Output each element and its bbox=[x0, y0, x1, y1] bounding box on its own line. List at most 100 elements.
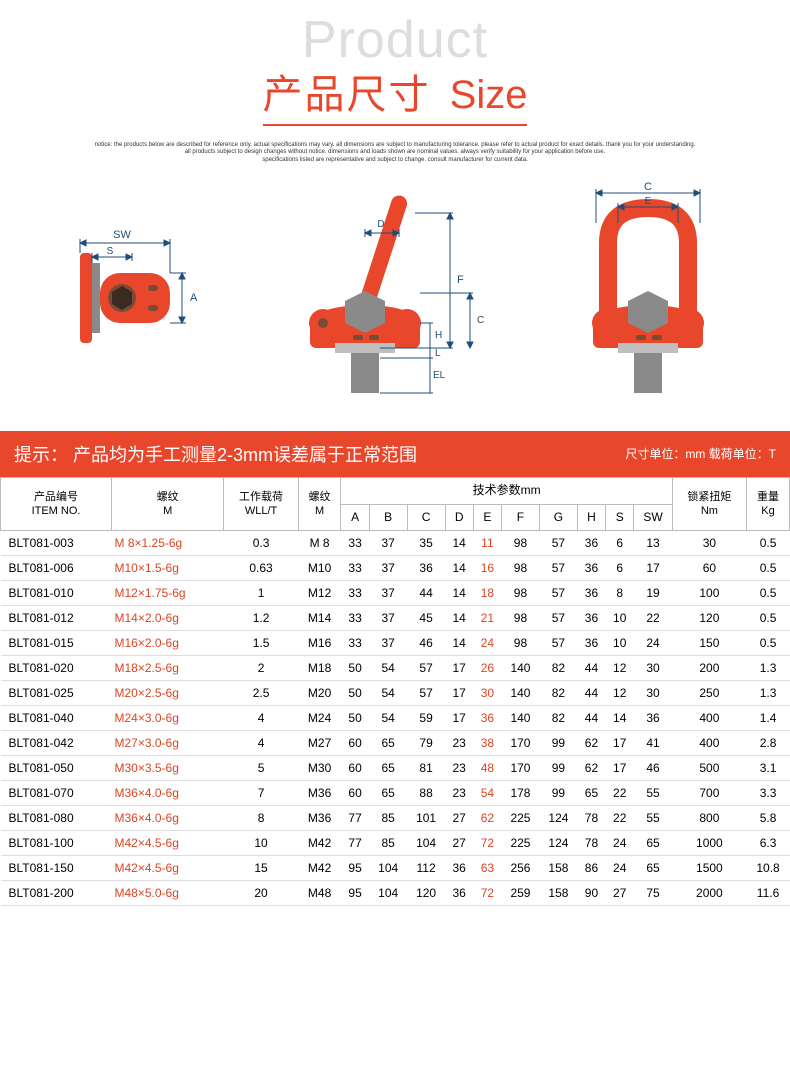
cell-wll: 4 bbox=[224, 731, 298, 756]
cell-f: 98 bbox=[502, 581, 540, 606]
col-thread: 螺纹 M bbox=[112, 477, 224, 530]
cell-g: 82 bbox=[539, 656, 577, 681]
cell-d: 17 bbox=[445, 706, 473, 731]
cell-m: M48 bbox=[298, 881, 341, 906]
cell-g: 124 bbox=[539, 831, 577, 856]
cell-kg: 0.5 bbox=[747, 581, 790, 606]
table-row: BLT081-040M24×3.0-6g4M245054591736140824… bbox=[1, 706, 790, 731]
cell-itemno: BLT081-070 bbox=[1, 781, 112, 806]
cell-d: 36 bbox=[445, 856, 473, 881]
cell-s: 8 bbox=[606, 581, 634, 606]
cell-kg: 6.3 bbox=[747, 831, 790, 856]
cell-e: 62 bbox=[473, 806, 501, 831]
table-row: BLT081-100M42×4.5-6g10M42778510427722251… bbox=[1, 831, 790, 856]
cell-f: 98 bbox=[502, 606, 540, 631]
cell-thread: M12×1.75-6g bbox=[112, 581, 224, 606]
table-row: BLT081-010M12×1.75-6g1M12333744141898573… bbox=[1, 581, 790, 606]
cell-sw: 19 bbox=[634, 581, 672, 606]
cell-nm: 700 bbox=[672, 781, 746, 806]
cell-itemno: BLT081-003 bbox=[1, 531, 112, 556]
cell-f: 225 bbox=[502, 806, 540, 831]
dim-s: S bbox=[106, 246, 113, 257]
table-row: BLT081-070M36×4.0-6g7M366065882354178996… bbox=[1, 781, 790, 806]
cell-kg: 3.3 bbox=[747, 781, 790, 806]
cell-f: 140 bbox=[502, 706, 540, 731]
cell-itemno: BLT081-080 bbox=[1, 806, 112, 831]
cell-thread: M27×3.0-6g bbox=[112, 731, 224, 756]
dim-d: D bbox=[377, 219, 384, 230]
col-torque: 锁紧扭矩 Nm bbox=[672, 477, 746, 530]
cell-b: 37 bbox=[369, 631, 407, 656]
cell-kg: 0.5 bbox=[747, 556, 790, 581]
dimension-diagrams: SW S A bbox=[0, 171, 790, 431]
cell-h: 44 bbox=[577, 681, 605, 706]
cell-nm: 800 bbox=[672, 806, 746, 831]
cell-e: 36 bbox=[473, 706, 501, 731]
cell-m: M10 bbox=[298, 556, 341, 581]
cell-sw: 55 bbox=[634, 806, 672, 831]
cell-sw: 24 bbox=[634, 631, 672, 656]
cell-g: 57 bbox=[539, 631, 577, 656]
th-g: G bbox=[539, 504, 577, 531]
cell-e: 16 bbox=[473, 556, 501, 581]
th-c: C bbox=[407, 504, 445, 531]
cell-d: 17 bbox=[445, 681, 473, 706]
cell-b: 37 bbox=[369, 556, 407, 581]
cell-kg: 0.5 bbox=[747, 606, 790, 631]
cell-nm: 150 bbox=[672, 631, 746, 656]
cell-wll: 10 bbox=[224, 831, 298, 856]
cell-d: 27 bbox=[445, 831, 473, 856]
cell-b: 37 bbox=[369, 531, 407, 556]
dim-c-lower: C bbox=[477, 315, 484, 326]
cell-m: M42 bbox=[298, 856, 341, 881]
cell-b: 65 bbox=[369, 756, 407, 781]
cell-h: 90 bbox=[577, 881, 605, 906]
cell-b: 104 bbox=[369, 856, 407, 881]
cell-a: 33 bbox=[341, 606, 369, 631]
header-title-cn: 产品尺寸 bbox=[263, 73, 431, 117]
cell-d: 23 bbox=[445, 731, 473, 756]
cell-s: 22 bbox=[606, 781, 634, 806]
cell-m: M42 bbox=[298, 831, 341, 856]
dim-f: F bbox=[457, 274, 464, 286]
cell-itemno: BLT081-006 bbox=[1, 556, 112, 581]
cell-c: 81 bbox=[407, 756, 445, 781]
cell-m: M24 bbox=[298, 706, 341, 731]
cell-g: 57 bbox=[539, 606, 577, 631]
cell-itemno: BLT081-020 bbox=[1, 656, 112, 681]
cell-thread: M14×2.0-6g bbox=[112, 606, 224, 631]
cell-thread: M30×3.5-6g bbox=[112, 756, 224, 781]
cell-nm: 200 bbox=[672, 656, 746, 681]
cell-c: 35 bbox=[407, 531, 445, 556]
cell-g: 99 bbox=[539, 731, 577, 756]
desc-line: notice: the products below are described… bbox=[40, 142, 750, 150]
cell-a: 50 bbox=[341, 656, 369, 681]
diagram-side: SW S A bbox=[52, 223, 212, 373]
notice-bar: 提示： 产品均为手工测量2-3mm误差属于正常范围 尺寸单位：mm 载荷单位：T bbox=[0, 431, 790, 477]
th-e: E bbox=[473, 504, 501, 531]
cell-c: 44 bbox=[407, 581, 445, 606]
cell-thread: M20×2.5-6g bbox=[112, 681, 224, 706]
dim-e: E bbox=[645, 196, 652, 207]
cell-e: 72 bbox=[473, 831, 501, 856]
cell-b: 65 bbox=[369, 731, 407, 756]
cell-e: 24 bbox=[473, 631, 501, 656]
col-tech-group: 技术参数mm bbox=[341, 477, 672, 504]
cell-h: 36 bbox=[577, 556, 605, 581]
cell-f: 178 bbox=[502, 781, 540, 806]
cell-wll: 15 bbox=[224, 856, 298, 881]
cell-a: 95 bbox=[341, 856, 369, 881]
cell-d: 27 bbox=[445, 806, 473, 831]
cell-c: 104 bbox=[407, 831, 445, 856]
cell-f: 98 bbox=[502, 531, 540, 556]
notice-body: 产品均为手工测量2-3mm误差属于正常范围 bbox=[73, 445, 417, 465]
cell-h: 78 bbox=[577, 831, 605, 856]
cell-b: 54 bbox=[369, 656, 407, 681]
cell-a: 77 bbox=[341, 831, 369, 856]
cell-f: 256 bbox=[502, 856, 540, 881]
cell-sw: 46 bbox=[634, 756, 672, 781]
cell-itemno: BLT081-010 bbox=[1, 581, 112, 606]
cell-b: 54 bbox=[369, 681, 407, 706]
diagram-front-open: D F C H L EL bbox=[275, 183, 495, 413]
cell-h: 78 bbox=[577, 806, 605, 831]
